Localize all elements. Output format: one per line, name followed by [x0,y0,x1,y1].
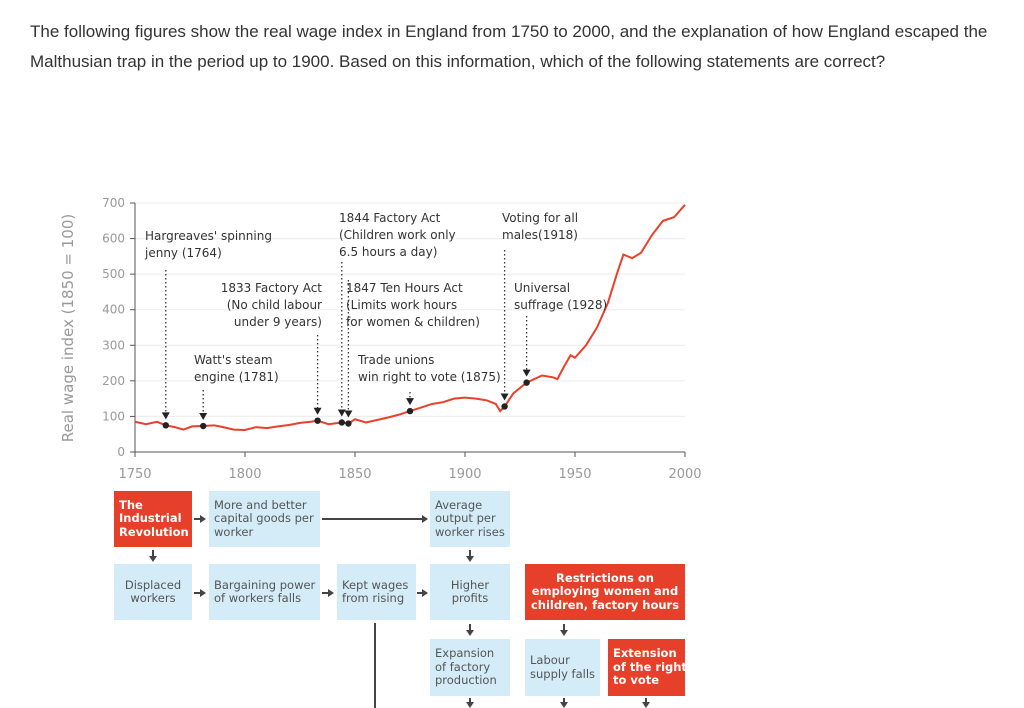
annotation-line: 1844 Factory Act [339,211,441,225]
annotation-label: Universal suffrage (1928) [514,280,607,314]
y-tick-label: 100 [102,409,125,423]
annotation-label: 1833 Factory Act (No child labour under 9 … [221,280,322,331]
arrow-head [200,589,206,597]
arrow-marker [500,393,509,401]
y-tick-label: 500 [102,267,125,281]
annotation-line: 1833 Factory Act [220,281,322,295]
annotation-line: under 9 years) [233,315,322,329]
annotation-line: suffrage (1928) [514,298,608,312]
annotation-label: Trade unions win right to vote (1875) [358,352,501,386]
event-point [523,379,530,386]
arrow-head [466,556,474,562]
annotation-line: (Limits work hours [346,298,458,312]
box-labour-supply: Labour supply falls [525,639,600,696]
annotation-line: Voting for all [502,211,579,225]
event-point [162,422,169,429]
annotation-label: 1844 Factory Act (Children work only 6.5 h… [339,210,456,261]
event-point [314,417,321,424]
box-bargaining-power: Bargaining power of workers falls [209,564,320,620]
annotation-line: jenny (1764) [145,246,222,260]
x-tick-label: 1950 [558,467,591,482]
event-point [338,419,345,426]
box-label: Average output per worker rises [435,497,505,539]
annotation-label: Hargreaves' spinning jenny (1764) [145,228,272,262]
box-extension-vote: Extension of the right to vote [608,639,687,696]
event-point [200,422,207,430]
arrow-head [422,515,428,523]
annotation-label: 1847 Ten Hours Act (Limits work hours for … [346,280,480,331]
x-tick-label: 1900 [448,467,481,482]
arrow-head [642,702,650,708]
box-label: Kept wages from rising [342,577,409,605]
wage-line [134,204,686,431]
x-tick-label: 1850 [338,467,371,482]
box-expansion: Expansion of factory production [430,639,510,696]
box-label: Bargaining power of workers falls [214,577,316,605]
arrow-marker [199,413,208,421]
box-label: More and better capital goods per worker [214,497,314,539]
x-tick-label: 1800 [228,467,261,482]
x-tick-label: 2000 [668,467,701,482]
box-kept-wages: Kept wages from rising [337,564,416,620]
annotation-line: (No child labour [226,298,322,312]
x-tick-label: 1750 [118,467,151,482]
arrow-head [422,589,428,597]
box-label: The Industrial Revolution [119,497,189,539]
y-tick-label: 0 [117,445,125,459]
box-label: Labour supply falls [530,653,596,681]
arrow-marker [406,398,414,406]
annotation-line: Watt's steam [194,353,273,367]
annotation-line: males(1918) [502,228,578,242]
arrow-marker [161,412,170,420]
annotation-line: 1847 Ten Hours Act [346,281,463,295]
question-text: The following figures show the real wage… [30,22,988,71]
y-tick-label: 300 [102,338,125,352]
annotation-line: 6.5 hours a day) [339,245,438,259]
box-label: Restrictions on employing women and chil… [530,570,680,612]
annotation-line: win right to vote (1875) [358,370,501,384]
box-capital-goods: More and better capital goods per worker [209,491,320,547]
event-point [406,407,414,415]
box-average-output: Average output per worker rises [430,491,510,547]
annotation-line: for women & children) [346,315,480,329]
arrow-marker [337,409,346,417]
box-label: Extension of the right to vote [613,646,687,688]
annotation-label: Watt's steam engine (1781) [194,352,279,386]
y-tick-label: 700 [102,196,125,210]
box-restrictions: Restrictions on employing women and chil… [525,564,685,620]
arrow-marker [522,369,531,377]
box-higher-profits: Higher profits [430,564,510,620]
arrow-head [466,630,474,636]
y-axis-label: Real wage index (1850 = 100) [59,214,77,443]
y-tick-label: 200 [102,374,125,388]
annotation-line: Hargreaves' spinning [145,229,272,243]
box-label: Displaced workers [124,577,182,605]
arrow-head [149,556,157,562]
box-displaced-workers: Displaced workers [114,564,192,620]
box-industrial-revolution: The Industrial Revolution [114,491,192,547]
arrow-marker [344,410,353,418]
arrow-head [328,589,334,597]
y-tick-label: 400 [102,303,125,317]
y-tick-label: 600 [102,232,125,246]
arrow-marker [313,407,322,415]
annotation-label: Voting for all males(1918) [502,210,578,244]
box-label: Higher profits [450,577,490,605]
event-point [345,420,352,427]
box-label: Expansion of factory production [435,646,497,688]
annotation-line: Trade unions [358,353,435,367]
arrow-head [200,515,206,523]
annotation-line: (Children work only [339,228,456,242]
arrow-head [560,630,568,636]
arrow-head [560,702,568,708]
annotation-line: engine (1781) [194,370,279,384]
annotation-line: Universal [514,281,571,295]
event-point [501,403,508,410]
arrow-head [466,702,474,708]
